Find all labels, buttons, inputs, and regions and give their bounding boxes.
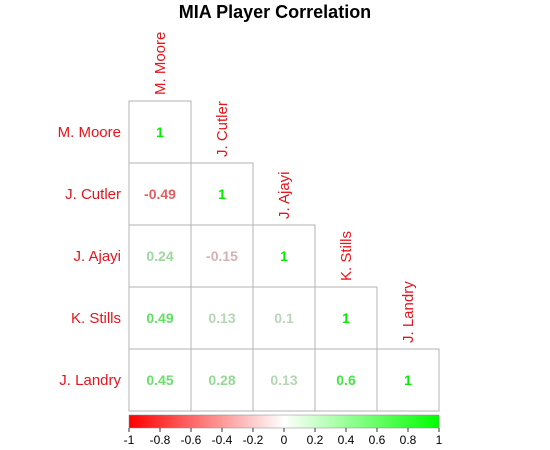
cell-m-moore-m-moore bbox=[128, 100, 192, 164]
row-label-m-moore: M. Moore bbox=[58, 124, 121, 141]
cell-value-j-landry-j-cutler: 0.28 bbox=[208, 372, 235, 388]
cell-j-cutler-j-cutler bbox=[190, 162, 254, 226]
cell-k-stills-j-cutler bbox=[190, 286, 254, 350]
row-label-j-landry: J. Landry bbox=[59, 372, 121, 389]
column-label-j-cutler: J. Cutler bbox=[214, 101, 231, 157]
colorbar: -1 -0.8 -0.6 -0.4 -0.2 0 0.2 0.4 0.6 0.8 1 bbox=[124, 414, 443, 447]
column-labels: M. Moore J. Cutler J. Ajayi K. Stills J. Lan… bbox=[152, 32, 417, 343]
cell-value-k-stills-j-ajayi: 0.1 bbox=[274, 310, 294, 326]
cell-j-landry-j-cutler bbox=[190, 348, 254, 412]
column-label-m-moore: M. Moore bbox=[152, 32, 169, 95]
cell-value-j-cutler-m-moore: -0.49 bbox=[144, 186, 176, 202]
cell-k-stills-k-stills bbox=[314, 286, 378, 350]
colorbar-tick-label: -0.6 bbox=[181, 433, 202, 447]
colorbar-tick-label: -1 bbox=[124, 433, 135, 447]
cell-value-j-landry-j-ajayi: 0.13 bbox=[270, 372, 297, 388]
cell-value-j-ajayi-m-moore: 0.24 bbox=[146, 248, 173, 264]
colorbar-tick-label: 0.8 bbox=[400, 433, 417, 447]
row-label-j-ajayi: J. Ajayi bbox=[73, 248, 121, 265]
row-label-j-cutler: J. Cutler bbox=[65, 186, 121, 203]
colorbar-tick-label: 1 bbox=[436, 433, 443, 447]
row-label-k-stills: K. Stills bbox=[71, 310, 121, 327]
colorbar-tick-label: 0.2 bbox=[307, 433, 324, 447]
cell-value-j-landry-k-stills: 0.6 bbox=[336, 372, 356, 388]
column-label-j-landry: J. Landry bbox=[400, 281, 417, 343]
cell-value-j-ajayi-j-cutler: -0.15 bbox=[206, 248, 238, 264]
heatmap-cells: 1 -0.49 1 0.24 -0.15 1 0.49 0.13 0.1 1 0.45 0.28 0.1… bbox=[128, 100, 440, 412]
cell-j-landry-j-landry bbox=[376, 348, 440, 412]
colorbar-tick-label: 0.4 bbox=[338, 433, 355, 447]
cell-value-j-landry-m-moore: 0.45 bbox=[146, 372, 173, 388]
colorbar-tick-label: 0 bbox=[281, 433, 288, 447]
cell-j-cutler-m-moore bbox=[128, 162, 192, 226]
colorbar-tick-label: -0.2 bbox=[243, 433, 264, 447]
cell-value-j-ajayi-j-ajayi: 1 bbox=[280, 248, 288, 264]
cell-value-m-moore-m-moore: 1 bbox=[156, 124, 164, 140]
chart-title: MIA Player Correlation bbox=[179, 2, 371, 22]
cell-j-ajayi-j-ajayi bbox=[252, 224, 316, 288]
cell-j-landry-k-stills bbox=[314, 348, 378, 412]
colorbar-tick-label: 0.6 bbox=[369, 433, 386, 447]
cell-value-k-stills-m-moore: 0.49 bbox=[146, 310, 173, 326]
cell-j-landry-j-ajayi bbox=[252, 348, 316, 412]
colorbar-tick-label: -0.4 bbox=[212, 433, 233, 447]
column-label-j-ajayi: J. Ajayi bbox=[276, 171, 293, 219]
colorbar-gradient bbox=[128, 414, 440, 429]
cell-value-k-stills-j-cutler: 0.13 bbox=[208, 310, 235, 326]
column-label-k-stills: K. Stills bbox=[338, 231, 355, 281]
cell-value-j-landry-j-landry: 1 bbox=[404, 372, 412, 388]
row-labels: M. Moore J. Cutler J. Ajayi K. Stills J. Lan… bbox=[58, 124, 122, 389]
cell-value-j-cutler-j-cutler: 1 bbox=[218, 186, 226, 202]
colorbar-tick-label: -0.8 bbox=[150, 433, 171, 447]
cell-value-k-stills-k-stills: 1 bbox=[342, 310, 350, 326]
